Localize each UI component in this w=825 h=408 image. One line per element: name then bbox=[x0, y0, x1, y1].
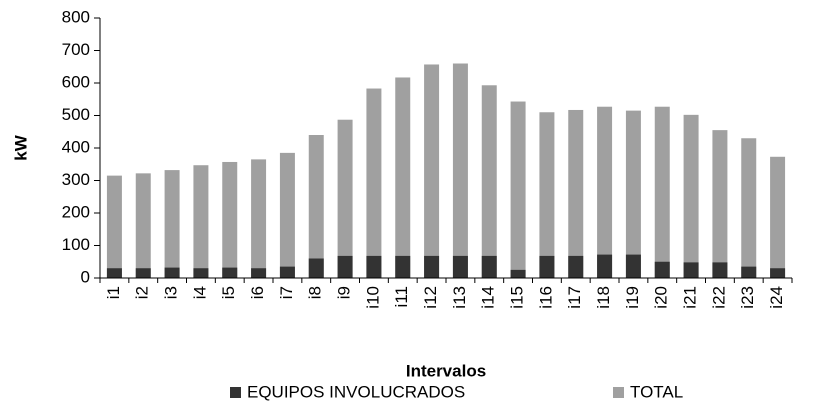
bar bbox=[106, 268, 122, 278]
y-tick-label: 800 bbox=[62, 7, 90, 26]
x-tick-label: i22 bbox=[709, 286, 728, 309]
bar bbox=[539, 255, 555, 278]
bar bbox=[164, 170, 180, 278]
bar bbox=[597, 254, 613, 278]
x-tick-label: i7 bbox=[277, 286, 296, 299]
x-tick-label: i2 bbox=[133, 286, 152, 299]
bar bbox=[452, 255, 468, 278]
x-tick-label: i11 bbox=[392, 286, 411, 307]
bar bbox=[452, 63, 468, 278]
bar bbox=[770, 156, 786, 278]
x-axis-title: Intervalos bbox=[406, 361, 486, 380]
y-tick-label: 500 bbox=[62, 105, 90, 124]
bar bbox=[222, 161, 238, 278]
bar bbox=[568, 255, 584, 278]
x-tick-label: i12 bbox=[421, 286, 440, 309]
bar bbox=[251, 159, 267, 278]
x-tick-label: i14 bbox=[479, 286, 498, 309]
bar bbox=[625, 110, 641, 278]
y-tick-label: 100 bbox=[62, 235, 90, 254]
bar bbox=[741, 138, 757, 278]
bar bbox=[337, 119, 353, 278]
x-tick-label: i4 bbox=[190, 286, 209, 299]
bar bbox=[741, 266, 757, 278]
bar bbox=[193, 268, 209, 278]
bar bbox=[654, 106, 670, 278]
bar bbox=[568, 109, 584, 278]
bar bbox=[654, 261, 670, 278]
x-tick-label: i18 bbox=[594, 286, 613, 309]
bar bbox=[712, 262, 728, 278]
bar bbox=[625, 254, 641, 278]
bar bbox=[770, 268, 786, 278]
bar bbox=[135, 268, 151, 278]
y-tick-label: 200 bbox=[62, 202, 90, 221]
bar bbox=[683, 114, 699, 278]
x-tick-label: i15 bbox=[508, 286, 527, 309]
x-tick-label: i16 bbox=[536, 286, 555, 309]
y-tick-label: 0 bbox=[81, 267, 90, 286]
x-tick-label: i3 bbox=[162, 286, 181, 299]
bar bbox=[279, 152, 295, 278]
bar bbox=[712, 130, 728, 278]
bar bbox=[597, 106, 613, 278]
bar bbox=[251, 268, 267, 278]
y-tick-label: 400 bbox=[62, 137, 90, 156]
x-tick-label: i13 bbox=[450, 286, 469, 309]
x-tick-label: i1 bbox=[104, 286, 123, 299]
x-tick-label: i8 bbox=[306, 286, 325, 299]
bar bbox=[308, 258, 324, 278]
bar bbox=[164, 267, 180, 278]
bar bbox=[539, 112, 555, 278]
x-tick-label: i5 bbox=[219, 286, 238, 299]
bar bbox=[366, 88, 382, 279]
bar bbox=[308, 135, 324, 278]
bar bbox=[510, 269, 526, 278]
bar bbox=[337, 255, 353, 278]
y-tick-label: 700 bbox=[62, 40, 90, 59]
y-tick-label: 300 bbox=[62, 170, 90, 189]
x-tick-label: i6 bbox=[248, 286, 267, 299]
x-tick-label: i17 bbox=[565, 286, 584, 309]
bar bbox=[106, 175, 122, 278]
x-tick-label: i23 bbox=[738, 286, 757, 309]
legend-label: TOTAL bbox=[630, 382, 683, 401]
bar bbox=[424, 64, 440, 278]
x-tick-label: i19 bbox=[623, 286, 642, 309]
bar bbox=[193, 165, 209, 278]
legend-swatch bbox=[230, 387, 241, 398]
bar bbox=[683, 262, 699, 278]
bar bbox=[481, 85, 497, 279]
bar bbox=[366, 255, 382, 278]
x-tick-label: i20 bbox=[652, 286, 671, 309]
x-tick-label: i21 bbox=[681, 286, 700, 309]
y-axis-title: kW bbox=[11, 134, 30, 160]
legend-swatch bbox=[613, 387, 624, 398]
bar bbox=[424, 255, 440, 278]
bar bbox=[222, 267, 238, 278]
y-tick-label: 600 bbox=[62, 72, 90, 91]
bar bbox=[279, 266, 295, 278]
legend-label: EQUIPOS INVOLUCRADOS bbox=[247, 382, 465, 401]
bar bbox=[481, 255, 497, 278]
x-tick-label: i10 bbox=[363, 286, 382, 309]
x-tick-label: i9 bbox=[335, 286, 354, 299]
bar bbox=[135, 173, 151, 278]
x-tick-label: i24 bbox=[767, 286, 786, 309]
bar bbox=[395, 77, 411, 278]
bar bbox=[395, 255, 411, 278]
bar bbox=[510, 101, 526, 279]
